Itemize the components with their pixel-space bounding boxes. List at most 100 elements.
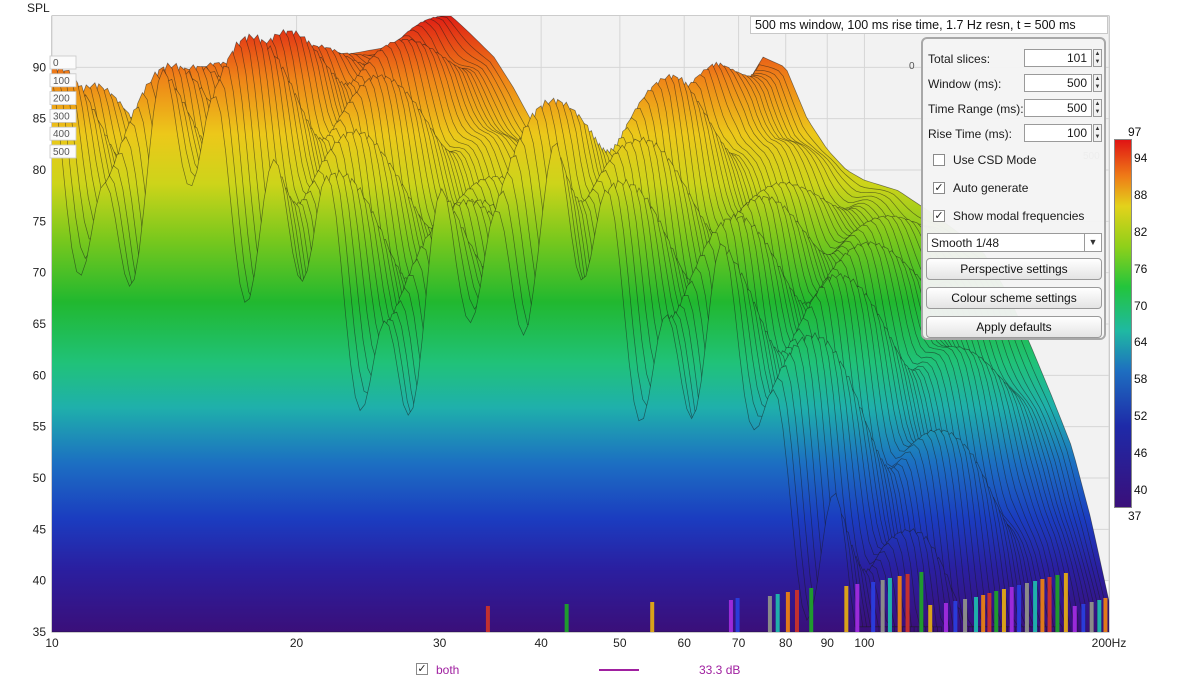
use-csd-mode-option[interactable]: Use CSD Mode	[933, 153, 1103, 171]
rise-time-field[interactable]: 100	[1024, 124, 1092, 142]
colorbar-tick-label: 88	[1134, 188, 1148, 202]
time-slice-label-box	[49, 55, 77, 70]
modal-frequency-marker	[1097, 600, 1102, 632]
x-tick-label: 10	[45, 636, 59, 650]
colorbar-tick-label: 40	[1134, 483, 1148, 497]
total-slices-spinner[interactable]: ▲ ▼	[1093, 49, 1102, 67]
rise-time-spinner[interactable]: ▲ ▼	[1093, 124, 1102, 142]
colorbar-tick-label: 76	[1134, 262, 1148, 276]
modal-frequency-marker	[943, 603, 948, 632]
rise-time-label: Rise Time (ms):	[928, 127, 1012, 141]
y-axis-label: SPL	[27, 1, 50, 15]
x-tick-label: 40	[534, 636, 548, 650]
modal-frequency-marker	[1009, 587, 1014, 632]
modal-frequency-marker	[775, 594, 780, 632]
auto-generate-checkbox[interactable]: ✓	[933, 182, 945, 194]
time-slice-label: 500	[53, 147, 70, 158]
modal-frequency-marker	[1072, 606, 1077, 632]
time-slice-label: 0	[53, 58, 59, 69]
total-slices-row: Total slices: 101 ▲ ▼	[928, 49, 1103, 69]
modal-frequency-marker	[485, 606, 490, 632]
auto-generate-option[interactable]: ✓ Auto generate	[933, 181, 1103, 199]
waterfall-surface	[52, 16, 1109, 632]
modal-frequency-marker	[735, 598, 740, 632]
spl-colorbar	[1114, 139, 1132, 508]
show-modal-frequencies-checkbox[interactable]: ✓	[933, 210, 945, 222]
modal-frequency-marker	[785, 592, 790, 632]
y-tick-label: 75	[33, 214, 47, 228]
waterfall-controls-panel: Total slices: 101 ▲ ▼ Window (ms): 500 ▲ ▼…	[921, 37, 1106, 340]
show-modal-frequencies-label: Show modal frequencies	[953, 209, 1085, 223]
time-slice-label-box	[49, 109, 77, 123]
legend-series-name: both	[436, 663, 460, 677]
modal-frequency-marker	[994, 591, 999, 632]
x-tick-label: 20	[290, 636, 304, 650]
window-row: Window (ms): 500 ▲ ▼	[928, 74, 1103, 94]
colorbar-tick-label: 94	[1134, 151, 1148, 165]
time-slice-labels: 0 100 200 300 400 500 0 500	[49, 55, 1100, 162]
time-range-field[interactable]: 500	[1024, 99, 1092, 117]
modal-frequency-marker	[880, 580, 885, 632]
colorbar-max-label: 97	[1128, 125, 1142, 139]
x-tick-label: 90	[821, 636, 835, 650]
window-label: Window (ms):	[928, 77, 1002, 91]
smoothing-value: Smooth 1/48	[931, 236, 1000, 250]
colorbar-tick-label: 82	[1134, 225, 1148, 239]
colorbar-tick-label: 58	[1134, 372, 1148, 386]
window-spinner[interactable]: ▲ ▼	[1093, 74, 1102, 92]
y-tick-label: 70	[33, 266, 47, 280]
measurement-legend: ✓ both 33.3 dB	[416, 662, 776, 678]
time-slice-label: 100	[53, 76, 70, 87]
total-slices-field[interactable]: 101	[1024, 49, 1092, 67]
modal-frequency-marker	[855, 584, 860, 632]
y-tick-label: 55	[33, 420, 47, 434]
modal-frequency-markers	[485, 572, 1108, 632]
y-tick-label: 45	[33, 522, 47, 536]
use-csd-mode-checkbox[interactable]	[933, 154, 945, 166]
modal-frequency-marker	[928, 605, 933, 632]
apply-defaults-button[interactable]: Apply defaults	[926, 316, 1102, 338]
y-tick-label: 60	[33, 368, 47, 382]
perspective-settings-button[interactable]: Perspective settings	[926, 258, 1102, 280]
y-tick-label: 85	[33, 112, 47, 126]
show-modal-frequencies-option[interactable]: ✓ Show modal frequencies	[933, 209, 1103, 227]
time-slice-label-box	[49, 126, 77, 141]
x-tick-label: 100	[854, 636, 874, 650]
time-slice-label: 0	[909, 61, 915, 72]
smoothing-select[interactable]: Smooth 1/48 ▼	[927, 233, 1102, 252]
chevron-down-icon[interactable]: ▼	[1084, 234, 1101, 251]
modal-frequency-marker	[1001, 589, 1006, 632]
auto-generate-label: Auto generate	[953, 181, 1029, 195]
modal-frequency-marker	[1033, 581, 1038, 632]
y-tick-label: 35	[33, 625, 47, 639]
colorbar-tick-label: 52	[1134, 409, 1148, 423]
modal-frequency-marker	[963, 599, 968, 632]
legend-visibility-checkbox[interactable]: ✓	[416, 663, 428, 675]
modal-frequency-marker	[1040, 579, 1045, 632]
use-csd-mode-label: Use CSD Mode	[953, 153, 1037, 167]
modal-frequency-marker	[871, 582, 876, 632]
time-range-label: Time Range (ms):	[928, 102, 1024, 116]
modal-frequency-marker	[728, 600, 733, 632]
time-range-spinner[interactable]: ▲ ▼	[1093, 99, 1102, 117]
time-range-row: Time Range (ms): 500 ▲ ▼	[928, 99, 1103, 119]
time-slice-label: 300	[53, 111, 70, 122]
x-tick-label: 200Hz	[1092, 636, 1127, 650]
modal-frequency-marker	[1103, 598, 1108, 632]
y-tick-label: 40	[33, 574, 47, 588]
modal-frequency-marker	[897, 576, 902, 632]
colorbar-tick-label: 46	[1134, 446, 1148, 460]
window-field[interactable]: 500	[1024, 74, 1092, 92]
y-tick-label: 90	[33, 60, 47, 74]
x-tick-label: 60	[678, 636, 692, 650]
window-info-caption: 500 ms window, 100 ms rise time, 1.7 Hz …	[750, 16, 1108, 34]
y-tick-label: 65	[33, 317, 47, 331]
modal-frequency-marker	[1089, 602, 1094, 632]
modal-frequency-marker	[1047, 577, 1052, 632]
modal-frequency-marker	[905, 574, 910, 632]
waterfall-slice	[52, 68, 880, 632]
time-slice-label-box	[49, 73, 77, 88]
modal-frequency-marker	[794, 590, 799, 632]
colour-scheme-settings-button[interactable]: Colour scheme settings	[926, 287, 1102, 309]
